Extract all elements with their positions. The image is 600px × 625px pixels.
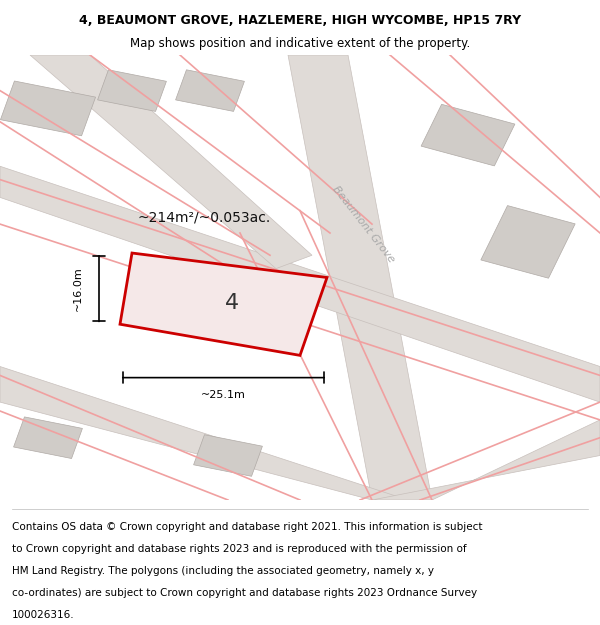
Text: ~214m²/~0.053ac.: ~214m²/~0.053ac. — [137, 211, 271, 224]
Polygon shape — [372, 420, 600, 500]
Polygon shape — [288, 55, 432, 500]
Text: Map shows position and indicative extent of the property.: Map shows position and indicative extent… — [130, 38, 470, 51]
Polygon shape — [14, 417, 82, 459]
Polygon shape — [194, 435, 262, 476]
Text: 4: 4 — [224, 292, 239, 312]
Text: ~25.1m: ~25.1m — [201, 391, 246, 401]
Text: Contains OS data © Crown copyright and database right 2021. This information is : Contains OS data © Crown copyright and d… — [12, 522, 482, 532]
Text: co-ordinates) are subject to Crown copyright and database rights 2023 Ordnance S: co-ordinates) are subject to Crown copyr… — [12, 588, 477, 598]
Polygon shape — [1, 81, 95, 136]
Polygon shape — [0, 166, 600, 402]
Text: Beaumont Grove: Beaumont Grove — [330, 184, 396, 264]
Polygon shape — [120, 253, 327, 356]
Polygon shape — [481, 206, 575, 278]
Polygon shape — [30, 55, 312, 269]
Polygon shape — [0, 366, 408, 500]
Polygon shape — [421, 104, 515, 166]
Text: HM Land Registry. The polygons (including the associated geometry, namely x, y: HM Land Registry. The polygons (includin… — [12, 566, 434, 576]
Text: ~16.0m: ~16.0m — [73, 266, 83, 311]
Text: 4, BEAUMONT GROVE, HAZLEMERE, HIGH WYCOMBE, HP15 7RY: 4, BEAUMONT GROVE, HAZLEMERE, HIGH WYCOM… — [79, 14, 521, 27]
Polygon shape — [98, 70, 166, 111]
Polygon shape — [176, 70, 244, 111]
Text: 100026316.: 100026316. — [12, 610, 74, 620]
Text: to Crown copyright and database rights 2023 and is reproduced with the permissio: to Crown copyright and database rights 2… — [12, 544, 467, 554]
